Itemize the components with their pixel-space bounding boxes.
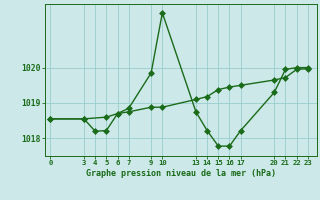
- X-axis label: Graphe pression niveau de la mer (hPa): Graphe pression niveau de la mer (hPa): [86, 169, 276, 178]
